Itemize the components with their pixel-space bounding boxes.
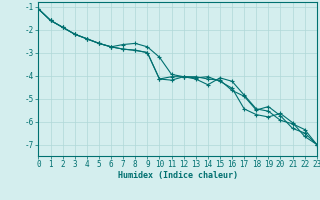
X-axis label: Humidex (Indice chaleur): Humidex (Indice chaleur) [118, 171, 238, 180]
